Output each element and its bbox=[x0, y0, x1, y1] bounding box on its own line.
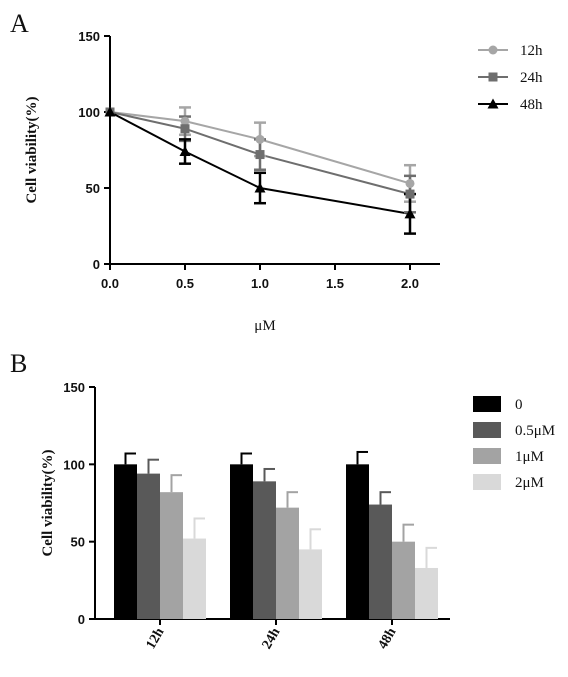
panel-a-y-tick-label: 100 bbox=[78, 105, 100, 120]
panel-a-point-12h bbox=[255, 134, 265, 144]
panel-b-y-tick-label: 0 bbox=[78, 612, 85, 627]
panel-a-legend-label-24h: 24h bbox=[520, 70, 543, 86]
panel-a-y-axis-label: Cell viability(%) bbox=[24, 96, 40, 203]
panel-b-legend-label-1μM: 1μM bbox=[515, 449, 544, 465]
panel-a-point-24h bbox=[180, 124, 190, 134]
panel-b-bar-24h-0.5μM bbox=[253, 481, 276, 619]
panel-b-x-tick-label: 12h bbox=[144, 625, 168, 652]
panel-a-point-48h bbox=[404, 208, 416, 219]
panel-a-legend-label-48h: 48h bbox=[520, 97, 543, 113]
panel-a-point-48h bbox=[104, 106, 116, 117]
panel-a-point-12h bbox=[180, 116, 190, 126]
panel-b-legend-label-0: 0 bbox=[515, 397, 523, 413]
panel-a-x-tick-label: 1.0 bbox=[251, 276, 269, 291]
panel-a-legend-marker-48h bbox=[487, 98, 499, 109]
panel-a-y-tick-label: 50 bbox=[86, 181, 100, 196]
panel-a-series-line-12h bbox=[109, 111, 411, 185]
panel-b-bar-12h-2μM bbox=[183, 538, 206, 619]
panel-b-y-axis-label: Cell viability(%) bbox=[40, 449, 56, 556]
panel-b-bar-12h-0 bbox=[114, 464, 137, 619]
panel-a-legend-label-12h: 12h bbox=[520, 43, 543, 59]
panel-a-legend-marker-24h bbox=[488, 72, 498, 82]
panel-b-bar-12h-0.5μM bbox=[137, 473, 160, 619]
panel-a-line-chart: Cell viability(%) μM 0 50 100 150 0.0 0.5 1.0 1… bbox=[24, 29, 543, 334]
panel-b-legend-swatch-2μM bbox=[473, 474, 501, 490]
panel-a-x-tick-label: 0.0 bbox=[101, 276, 119, 291]
panel-a-x-axis-label: μM bbox=[254, 318, 275, 334]
panel-a-x-tick-label: 1.5 bbox=[326, 276, 344, 291]
panel-b-bar-24h-1μM bbox=[276, 507, 299, 619]
panel-b-bar-12h-1μM bbox=[160, 492, 183, 619]
panel-b-bar-48h-1μM bbox=[392, 541, 415, 619]
panel-b-bar-chart: Cell viability(%) 0 50 100 150 12h 24h 48h 0 0.… bbox=[40, 380, 555, 652]
panel-b-legend-label-0.5μM: 0.5μM bbox=[515, 423, 555, 439]
panel-b-bar-24h-0 bbox=[230, 464, 253, 619]
panel-b-bar-48h-0.5μM bbox=[369, 504, 392, 619]
panel-a-series-line-48h bbox=[109, 111, 411, 215]
panel-b-bar-24h-2μM bbox=[299, 549, 322, 619]
panel-b-x-tick-label: 48h bbox=[376, 625, 400, 652]
panel-b-x-tick-label: 24h bbox=[260, 625, 284, 652]
panel-b-y-tick-label: 50 bbox=[71, 535, 85, 550]
panel-b-y-tick-label: 100 bbox=[63, 457, 85, 472]
panel-b-bar-48h-2μM bbox=[415, 567, 438, 619]
panel-a-y-tick-label: 0 bbox=[93, 257, 100, 272]
panel-b-bar-48h-0 bbox=[346, 464, 369, 619]
panel-a-point-24h bbox=[405, 189, 415, 199]
panel-a-point-24h bbox=[255, 150, 265, 160]
panel-b-legend-swatch-1μM bbox=[473, 448, 501, 464]
panel-a-y-tick-label: 150 bbox=[78, 29, 100, 44]
panel-b-y-tick-label: 150 bbox=[63, 380, 85, 395]
panel-letter-a: A bbox=[10, 9, 29, 38]
panel-a-series-line-24h bbox=[109, 111, 411, 196]
panel-a-legend-marker-12h bbox=[488, 45, 498, 55]
panel-a-point-48h bbox=[254, 182, 266, 193]
panel-a-point-12h bbox=[405, 178, 415, 188]
panel-a-point-48h bbox=[179, 146, 191, 157]
panel-letter-b: B bbox=[10, 349, 27, 378]
panel-b-legend-swatch-0.5μM bbox=[473, 422, 501, 438]
panel-b-legend-swatch-0 bbox=[473, 396, 501, 412]
panel-b-legend-label-2μM: 2μM bbox=[515, 475, 544, 491]
panel-a-x-tick-label: 0.5 bbox=[176, 276, 194, 291]
panel-a-x-tick-label: 2.0 bbox=[401, 276, 419, 291]
